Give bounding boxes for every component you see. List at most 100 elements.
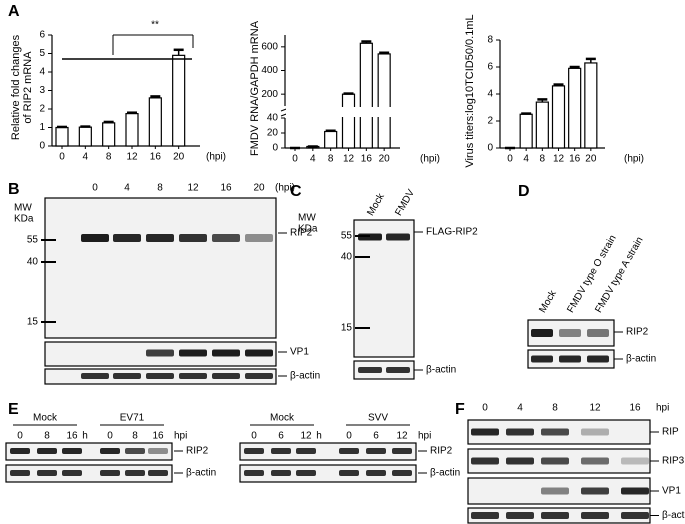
band (559, 355, 581, 363)
label: 200 (261, 89, 278, 100)
label: FLAG-RIP2 (426, 227, 478, 238)
band (245, 349, 273, 357)
label: 4 (39, 67, 45, 78)
band (559, 329, 581, 337)
band (358, 367, 382, 373)
label: FMDV type O strain (565, 233, 618, 315)
band (366, 448, 386, 454)
blot (44, 197, 277, 339)
label: (hpi) (420, 154, 440, 165)
label: RIP2 (186, 446, 209, 457)
label: RIP (662, 427, 679, 438)
label: 2 (487, 116, 493, 127)
band (531, 329, 553, 337)
label: β-actin (430, 468, 460, 479)
label: 4 (523, 154, 529, 165)
band (37, 470, 57, 476)
label: 12 (396, 431, 408, 442)
label: hpi (656, 403, 669, 414)
band (581, 428, 609, 436)
band (541, 428, 569, 436)
label: 4 (124, 183, 130, 194)
label: 40 (341, 252, 353, 263)
band (125, 448, 145, 454)
label: 0 (17, 431, 23, 442)
bar (584, 62, 598, 149)
band (245, 234, 273, 242)
band (471, 428, 499, 436)
band (471, 512, 499, 519)
band (113, 234, 141, 242)
label: 8 (328, 154, 334, 165)
band (10, 448, 30, 454)
blot (5, 464, 173, 483)
band (621, 512, 649, 519)
label: β-actin (186, 468, 216, 479)
label: 0 (346, 431, 352, 442)
label: 6 (373, 431, 379, 442)
blot (5, 442, 173, 461)
band (179, 234, 207, 242)
band (386, 367, 410, 373)
label: 16 (152, 431, 164, 442)
break-gap (286, 107, 401, 117)
label: F (455, 401, 465, 418)
label: 6 (278, 431, 284, 442)
label: h (82, 431, 88, 442)
band (506, 512, 534, 519)
label: of RIP2 mRNA (22, 51, 34, 124)
label: hpi (174, 431, 187, 442)
label: 0 (507, 154, 513, 165)
label: 8 (540, 154, 546, 165)
band (581, 512, 609, 519)
band (81, 234, 109, 242)
band (100, 448, 120, 454)
label: 8 (552, 403, 558, 414)
bar (324, 130, 338, 149)
bar (519, 113, 533, 149)
label: RIP2 (430, 446, 453, 457)
band (81, 373, 109, 379)
label: 6 (487, 62, 493, 73)
label: 8 (132, 431, 138, 442)
label: 20 (267, 128, 279, 139)
label: (hpi) (206, 152, 226, 163)
label: 6 (39, 30, 45, 41)
band (587, 355, 609, 363)
band (245, 373, 273, 379)
label: EV71 (120, 413, 145, 424)
label: (hpi) (624, 154, 644, 165)
label: 0 (482, 403, 488, 414)
label: 20 (173, 152, 185, 163)
label: RIP2 (626, 327, 649, 338)
label: MW (298, 213, 316, 224)
label: Mock (270, 413, 295, 424)
label: 40 (267, 113, 279, 124)
label: β-actin (662, 510, 685, 521)
label: 20 (585, 154, 597, 165)
band (386, 233, 410, 241)
label: 12 (553, 154, 565, 165)
bar (148, 97, 162, 147)
band (179, 373, 207, 379)
label: Relative fold changes (10, 34, 22, 140)
label: E (8, 401, 19, 418)
bar (535, 101, 549, 149)
blot (239, 442, 417, 461)
band (621, 487, 649, 495)
label: VP1 (290, 347, 309, 358)
label: 0 (272, 143, 278, 154)
label: 1 (39, 122, 45, 133)
label: 400 (261, 65, 278, 76)
label: 12 (343, 154, 355, 165)
label: 12 (187, 183, 199, 194)
bar (55, 126, 69, 147)
label: B (8, 181, 20, 198)
bar (568, 67, 582, 149)
label: VP1 (662, 486, 681, 497)
label: (hpi) (275, 183, 295, 194)
band (244, 470, 264, 476)
label: 0 (487, 143, 493, 154)
band (506, 428, 534, 436)
